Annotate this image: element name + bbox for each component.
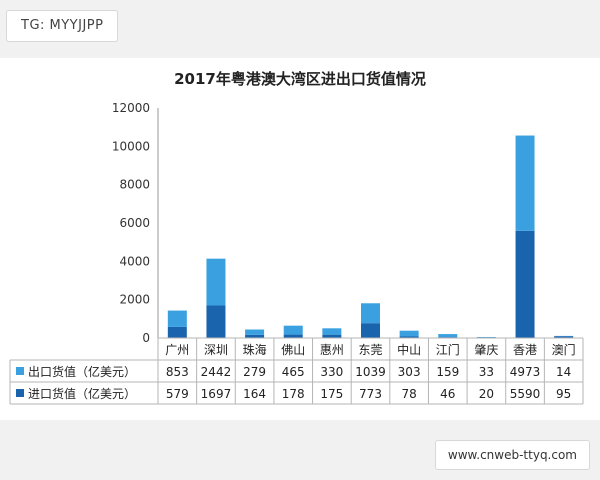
data-label: 2442 (201, 365, 232, 379)
category-label: 佛山 (281, 343, 305, 357)
data-label: 178 (282, 387, 305, 401)
y-tick-label: 10000 (112, 139, 150, 153)
bar-import-4 (322, 334, 342, 338)
category-label: 深圳 (204, 343, 228, 357)
data-label: 4973 (510, 365, 541, 379)
data-label: 175 (320, 387, 343, 401)
y-tick-label: 6000 (119, 216, 150, 230)
data-label: 303 (398, 365, 421, 379)
data-label: 1039 (355, 365, 386, 379)
tag-badge: TG: MYYJJPP (6, 10, 119, 42)
category-label: 肇庆 (474, 342, 498, 357)
bar-export-2 (245, 329, 265, 335)
data-label: 853 (166, 365, 189, 379)
data-label: 78 (401, 387, 416, 401)
bar-import-1 (206, 305, 226, 338)
category-label: 广州 (165, 343, 189, 357)
chart-title: 2017年粤港澳大湾区进出口货值情况 (174, 70, 426, 88)
bar-export-0 (167, 310, 187, 327)
bar-export-5 (361, 303, 380, 324)
legend-key-0 (16, 367, 24, 375)
bar-export-7 (438, 334, 458, 338)
bar-export-6 (399, 330, 419, 337)
data-label: 33 (479, 365, 494, 379)
legend-label-0: 出口货值（亿美元） (28, 364, 136, 379)
bar-export-1 (206, 258, 226, 306)
data-label: 1697 (201, 387, 232, 401)
data-label: 95 (556, 387, 571, 401)
data-label: 330 (320, 365, 343, 379)
bar-import-2 (245, 334, 265, 338)
bar-import-3 (283, 334, 303, 338)
category-label: 东莞 (358, 343, 382, 357)
category-label: 澳门 (552, 342, 576, 357)
data-label: 159 (436, 365, 459, 379)
y-tick-label: 4000 (119, 254, 150, 268)
site-url-badge[interactable]: www.cnweb-ttyq.com (434, 440, 590, 470)
category-label: 中山 (397, 342, 421, 357)
bar-export-4 (322, 328, 342, 335)
data-label: 164 (243, 387, 266, 401)
category-label: 珠海 (243, 342, 267, 357)
y-tick-label: 8000 (119, 178, 150, 192)
bar-import-5 (361, 323, 380, 338)
bar-import-0 (167, 326, 187, 338)
bar-import-10 (554, 336, 574, 338)
category-label: 惠州 (320, 343, 344, 357)
y-tick-label: 12000 (112, 101, 150, 115)
data-label: 465 (282, 365, 305, 379)
bar-import-6 (399, 336, 419, 338)
data-label: 20 (479, 387, 494, 401)
legend-label-1: 进口货值（亿美元） (28, 386, 136, 401)
data-label: 279 (243, 365, 266, 379)
bar-import-9 (515, 230, 535, 338)
y-tick-label: 2000 (119, 293, 150, 307)
data-label: 46 (440, 387, 455, 401)
category-label: 江门 (436, 342, 460, 357)
legend-key-1 (16, 389, 24, 397)
bar-export-8 (476, 336, 496, 338)
data-label: 14 (556, 365, 571, 379)
data-label: 5590 (510, 387, 541, 401)
bar-export-9 (515, 135, 535, 231)
bar-export-3 (283, 325, 303, 335)
data-label: 773 (359, 387, 382, 401)
category-label: 香港 (513, 343, 537, 357)
y-tick-label: 0 (142, 331, 150, 345)
data-label: 579 (166, 387, 189, 401)
